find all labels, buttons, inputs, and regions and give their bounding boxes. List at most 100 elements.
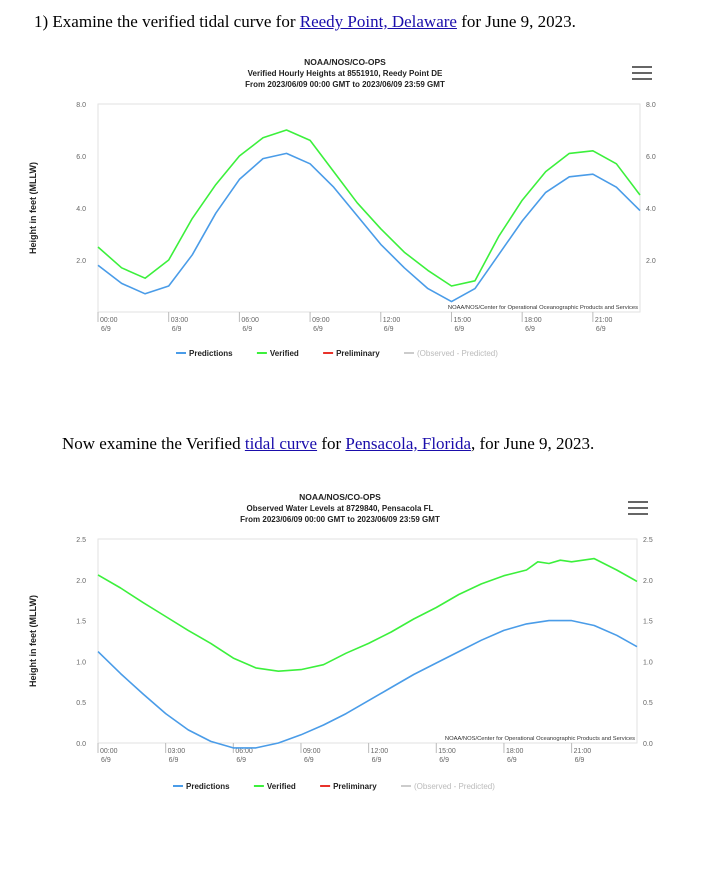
chart-2-y-tick-right: 1.0 <box>643 659 653 666</box>
chart-1-legend-label: Predictions <box>189 349 233 358</box>
chart-2-legend-item-3[interactable]: (Observed - Predicted) <box>401 782 495 791</box>
chart-2-x-tick-time: 12:00 <box>371 748 389 755</box>
question-1-prefix: 1) Examine the verified tidal curve for <box>34 12 300 31</box>
chart-1-x-tick-time: 00:00 <box>100 317 118 324</box>
chart-2-x-tick-time: 03:00 <box>168 748 186 755</box>
chart-1-x-tick-time: 06:00 <box>241 317 259 324</box>
chart-1-x-tick-date: 6/9 <box>101 326 111 333</box>
chart-2-x-tick-date: 6/9 <box>236 757 246 764</box>
chart-2-title: NOAA/NOS/CO-OPS <box>299 492 381 502</box>
chart-1-x-tick-time: 09:00 <box>312 317 330 324</box>
question-2-text: Now examine the Verified tidal curve for… <box>62 434 594 454</box>
chart-1-x-tick-time: 18:00 <box>524 317 542 324</box>
pensacola-chart-svg: NOAA/NOS/CO-OPS Observed Water Levels at … <box>28 492 653 791</box>
chart-2-y-tick-right: 2.5 <box>643 537 653 544</box>
question-2-prefix: Now examine the Verified <box>62 434 245 453</box>
chart-1-legend-label: Verified <box>270 349 299 358</box>
chart-2-legend-label: (Observed - Predicted) <box>414 782 495 791</box>
chart-2-x-tick-date: 6/9 <box>101 757 111 764</box>
chart-2-y-tick-right: 0.0 <box>643 741 653 748</box>
chart-1-series-verified <box>97 129 641 287</box>
chart-1-x-tick-date: 6/9 <box>384 326 394 333</box>
chart-1-x-tick-time: 03:00 <box>171 317 189 324</box>
chart-1-x-tick-date: 6/9 <box>242 326 252 333</box>
chart-2-menu-icon[interactable] <box>628 499 648 517</box>
chart-1-y-tick-left: 6.0 <box>76 154 86 161</box>
question-2-suffix: , for June 9, 2023. <box>471 434 595 453</box>
reedy-point-chart: NOAA/NOS/CO-OPS Verified Hourly Heights a… <box>0 50 712 370</box>
chart-2-x-tick-date: 6/9 <box>304 757 314 764</box>
chart-2-plot-area <box>97 538 638 744</box>
chart-2-x-tick-time: 09:00 <box>303 748 321 755</box>
chart-2-x-tick-date: 6/9 <box>439 757 449 764</box>
chart-2-legend-label: Verified <box>267 782 296 791</box>
chart-2-y-tick-left: 0.0 <box>76 741 86 748</box>
tidal-curve-link[interactable]: tidal curve <box>244 434 318 453</box>
chart-2-legend-item-0[interactable]: Predictions <box>173 782 230 791</box>
chart-2-x-tick-date: 6/9 <box>372 757 382 764</box>
chart-2-y-axis-label: Height in feet (MLLW) <box>28 595 38 687</box>
chart-2-y-tick-left: 2.5 <box>76 537 86 544</box>
pensacola-link[interactable]: Pensacola, Florida <box>345 434 471 453</box>
chart-1-plot-area <box>97 103 641 313</box>
chart-1-legend-item-3[interactable]: (Observed - Predicted) <box>404 349 498 358</box>
chart-2-x-tick-time: 18:00 <box>506 748 524 755</box>
chart-2-y-tick-right: 2.0 <box>643 578 653 585</box>
chart-2-y-tick-left: 2.0 <box>76 578 86 585</box>
chart-1-y-tick-right: 6.0 <box>646 154 656 161</box>
chart-2-legend-label: Preliminary <box>333 782 377 791</box>
chart-2-x-tick-time: 06:00 <box>235 748 253 755</box>
chart-1-y-tick-right: 2.0 <box>646 258 656 265</box>
reedy-point-link[interactable]: Reedy Point, Delaware <box>299 12 457 31</box>
chart-2-y-tick-left: 1.5 <box>76 619 86 626</box>
chart-1-x-tick-date: 6/9 <box>172 326 182 333</box>
chart-2-x-tick-date: 6/9 <box>507 757 517 764</box>
chart-2-subtitle-2: From 2023/06/09 00:00 GMT to 2023/06/09 … <box>240 515 440 524</box>
chart-1-x-tick-date: 6/9 <box>454 326 464 333</box>
chart-1-x-tick-date: 6/9 <box>313 326 323 333</box>
chart-1-y-tick-left: 4.0 <box>76 206 86 213</box>
chart-2-x-tick-date: 6/9 <box>169 757 179 764</box>
chart-1-legend-label: Preliminary <box>336 349 380 358</box>
chart-1-y-tick-right: 8.0 <box>646 102 656 109</box>
chart-2-x-tick-time: 00:00 <box>100 748 118 755</box>
chart-1-x-tick-time: 12:00 <box>383 317 401 324</box>
chart-2-x-tick-time: 21:00 <box>574 748 592 755</box>
chart-1-x-tick-time: 21:00 <box>595 317 613 324</box>
chart-2-series-verified <box>97 557 638 672</box>
chart-2-credit: NOAA/NOS/Center for Operational Oceanogr… <box>445 736 635 742</box>
chart-1-y-tick-left: 8.0 <box>76 102 86 109</box>
chart-1-series-predictions <box>97 152 641 303</box>
reedy-point-chart-svg: NOAA/NOS/CO-OPS Verified Hourly Heights a… <box>28 57 656 358</box>
chart-1-legend-label: (Observed - Predicted) <box>417 349 498 358</box>
chart-2-y-tick-right: 1.5 <box>643 619 653 626</box>
chart-1-x-tick-time: 15:00 <box>453 317 471 324</box>
chart-1-y-axis-label: Height in feet (MLLW) <box>28 162 38 254</box>
question-1-text: 1) Examine the verified tidal curve for … <box>34 12 576 32</box>
chart-2-legend-label: Predictions <box>186 782 230 791</box>
chart-2-y-tick-left: 1.0 <box>76 659 86 666</box>
chart-2-legend-item-1[interactable]: Verified <box>253 782 296 791</box>
chart-1-x-tick-date: 6/9 <box>525 326 535 333</box>
chart-1-menu-icon[interactable] <box>632 64 652 82</box>
chart-2-subtitle-1: Observed Water Levels at 8729840, Pensac… <box>247 504 434 513</box>
chart-1-x-tick-date: 6/9 <box>596 326 606 333</box>
chart-2-x-tick-time: 15:00 <box>438 748 456 755</box>
chart-1-legend-item-2[interactable]: Preliminary <box>323 349 380 358</box>
chart-2-y-tick-right: 0.5 <box>643 700 653 707</box>
chart-2-x-tick-date: 6/9 <box>575 757 585 764</box>
chart-2-legend-item-2[interactable]: Preliminary <box>320 782 377 791</box>
chart-1-legend-item-0[interactable]: Predictions <box>176 349 233 358</box>
question-1-suffix: for June 9, 2023. <box>456 12 576 31</box>
chart-1-title: NOAA/NOS/CO-OPS <box>304 57 386 67</box>
chart-1-y-tick-right: 4.0 <box>646 206 656 213</box>
chart-1-legend-item-1[interactable]: Verified <box>256 349 299 358</box>
question-2-middle: for <box>317 434 346 453</box>
chart-2-y-tick-left: 0.5 <box>76 700 86 707</box>
chart-1-y-tick-left: 2.0 <box>76 258 86 265</box>
chart-1-credit: NOAA/NOS/Center for Operational Oceanogr… <box>448 305 638 311</box>
chart-1-subtitle-1: Verified Hourly Heights at 8551910, Reed… <box>248 69 443 78</box>
pensacola-chart: NOAA/NOS/CO-OPS Observed Water Levels at … <box>0 485 712 805</box>
chart-2-series-predictions <box>97 619 638 749</box>
chart-1-subtitle-2: From 2023/06/09 00:00 GMT to 2023/06/09 … <box>245 80 445 89</box>
